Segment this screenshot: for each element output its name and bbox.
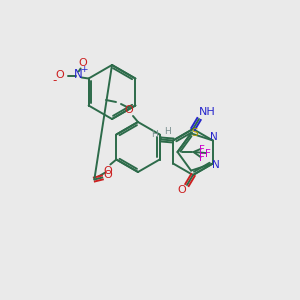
Text: O: O (55, 70, 64, 80)
Text: F: F (199, 153, 205, 163)
Text: S: S (192, 128, 198, 138)
Text: O: O (178, 185, 186, 195)
Text: O: O (103, 169, 112, 179)
Text: H: H (164, 127, 170, 136)
Text: H: H (151, 130, 158, 139)
Text: N: N (212, 160, 220, 170)
Text: N: N (210, 131, 218, 142)
Text: O: O (78, 58, 87, 68)
Text: +: + (80, 65, 87, 74)
Text: F: F (205, 149, 211, 159)
Text: O: O (103, 166, 112, 176)
Text: F: F (199, 145, 205, 155)
Text: -: - (52, 74, 57, 87)
Text: O: O (124, 105, 134, 115)
Text: N: N (74, 68, 83, 81)
Text: NH: NH (199, 107, 215, 117)
